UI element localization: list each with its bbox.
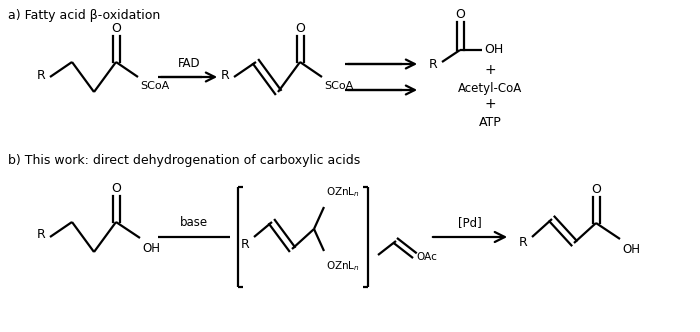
Text: OAc: OAc [416,252,437,262]
Text: FAD: FAD [178,56,200,69]
Text: +: + [484,63,496,77]
Text: OZnL$_n$: OZnL$_n$ [326,259,360,273]
Text: SCoA: SCoA [140,81,169,91]
Text: O: O [591,183,601,196]
Text: Acetyl-CoA: Acetyl-CoA [458,81,522,95]
Text: R: R [429,57,438,70]
Text: R: R [241,238,250,252]
Text: +: + [484,97,496,111]
Text: R: R [221,68,230,81]
Text: O: O [295,22,305,35]
Text: [Pd]: [Pd] [458,216,482,229]
Text: OH: OH [622,243,640,256]
Text: O: O [455,8,465,21]
Text: a) Fatty acid β-oxidation: a) Fatty acid β-oxidation [8,9,160,22]
Text: base: base [180,216,208,229]
Text: O: O [111,22,121,35]
Text: R: R [36,228,45,241]
Text: OH: OH [142,242,160,255]
Text: b) This work: direct dehydrogenation of carboxylic acids: b) This work: direct dehydrogenation of … [8,154,360,167]
Text: OH: OH [484,42,503,55]
Text: R: R [36,68,45,81]
Text: SCoA: SCoA [324,81,354,91]
Text: O: O [111,182,121,195]
Text: ATP: ATP [479,116,501,128]
Text: R: R [519,235,528,248]
Text: OZnL$_n$: OZnL$_n$ [326,185,360,199]
